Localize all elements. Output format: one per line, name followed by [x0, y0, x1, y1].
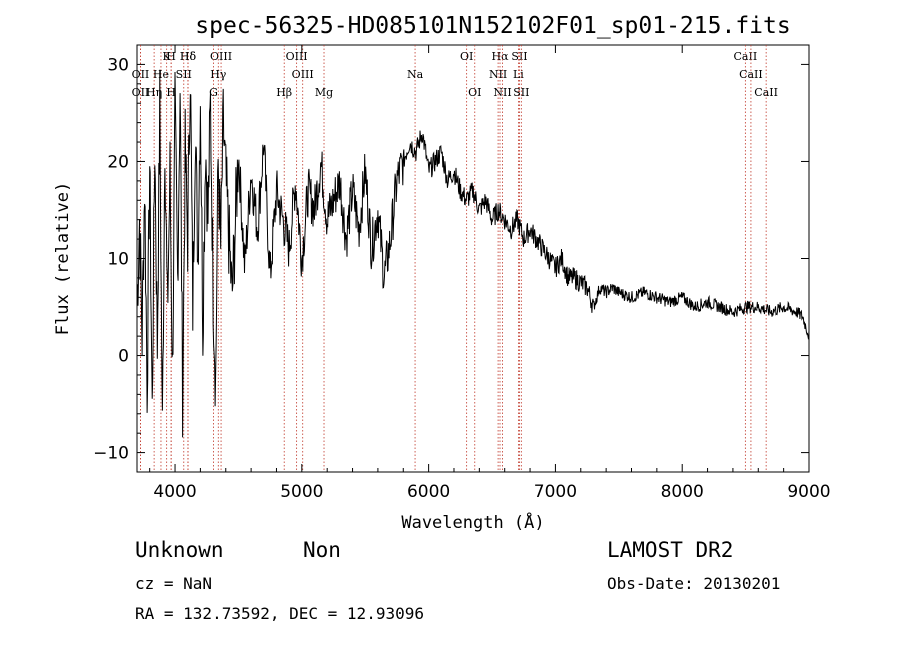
line-label: Hγ: [210, 68, 227, 81]
line-label: Li: [513, 68, 524, 81]
x-tick-label: 8000: [661, 482, 704, 502]
line-label: OI: [460, 50, 473, 63]
y-tick-label: 10: [107, 250, 129, 270]
line-label: K: [163, 50, 172, 63]
y-tick-label: −10: [93, 444, 129, 464]
y-axis-label: Flux (relative): [53, 182, 73, 336]
x-tick-label: 9000: [787, 482, 830, 502]
y-tick-label: 20: [107, 152, 129, 172]
line-label: Na: [407, 68, 424, 81]
line-label: Hα: [491, 50, 509, 63]
line-label: NII: [493, 86, 511, 99]
chart-title: spec-56325-HD085101N152102F01_sp01-215.f…: [195, 13, 790, 39]
line-label: OII: [132, 86, 150, 99]
line-label: Hη: [146, 86, 162, 99]
observation-date: Obs-Date: 20130201: [607, 574, 781, 593]
line-label: He: [153, 68, 169, 81]
y-tick-label: 0: [118, 347, 129, 367]
coordinates: RA = 132.73592, DEC = 12.93096: [135, 604, 424, 623]
line-label: Mg: [315, 86, 333, 99]
line-label: CaII: [734, 50, 758, 63]
line-label: OIII: [292, 68, 314, 81]
line-label: NII: [489, 68, 507, 81]
x-tick-label: 7000: [534, 482, 577, 502]
x-tick-label: 4000: [153, 482, 196, 502]
line-label: Hβ: [276, 86, 292, 99]
survey-name: LAMOST DR2: [607, 538, 734, 562]
redshift-cz: cz = NaN: [135, 574, 213, 593]
x-axis-label: Wavelength (Å): [401, 511, 544, 533]
spectrum-line: [136, 69, 810, 438]
line-label: SII: [511, 50, 527, 63]
line-label: Hδ: [180, 50, 197, 63]
line-label: SII: [513, 86, 529, 99]
x-tick-label: 6000: [407, 482, 450, 502]
line-label: OI: [468, 86, 481, 99]
object-type: Unknown: [135, 538, 224, 562]
object-subclass: Non: [303, 538, 341, 562]
line-label: H: [166, 86, 176, 99]
line-label: CaII: [739, 68, 763, 81]
line-label: OIII: [286, 50, 308, 63]
line-label: SII: [176, 68, 192, 81]
line-label: CaII: [754, 86, 778, 99]
x-tick-label: 5000: [280, 482, 323, 502]
plot-frame: [136, 44, 810, 473]
line-label: OIII: [210, 50, 232, 63]
y-tick-label: 30: [107, 55, 129, 75]
line-label: G: [209, 86, 218, 99]
